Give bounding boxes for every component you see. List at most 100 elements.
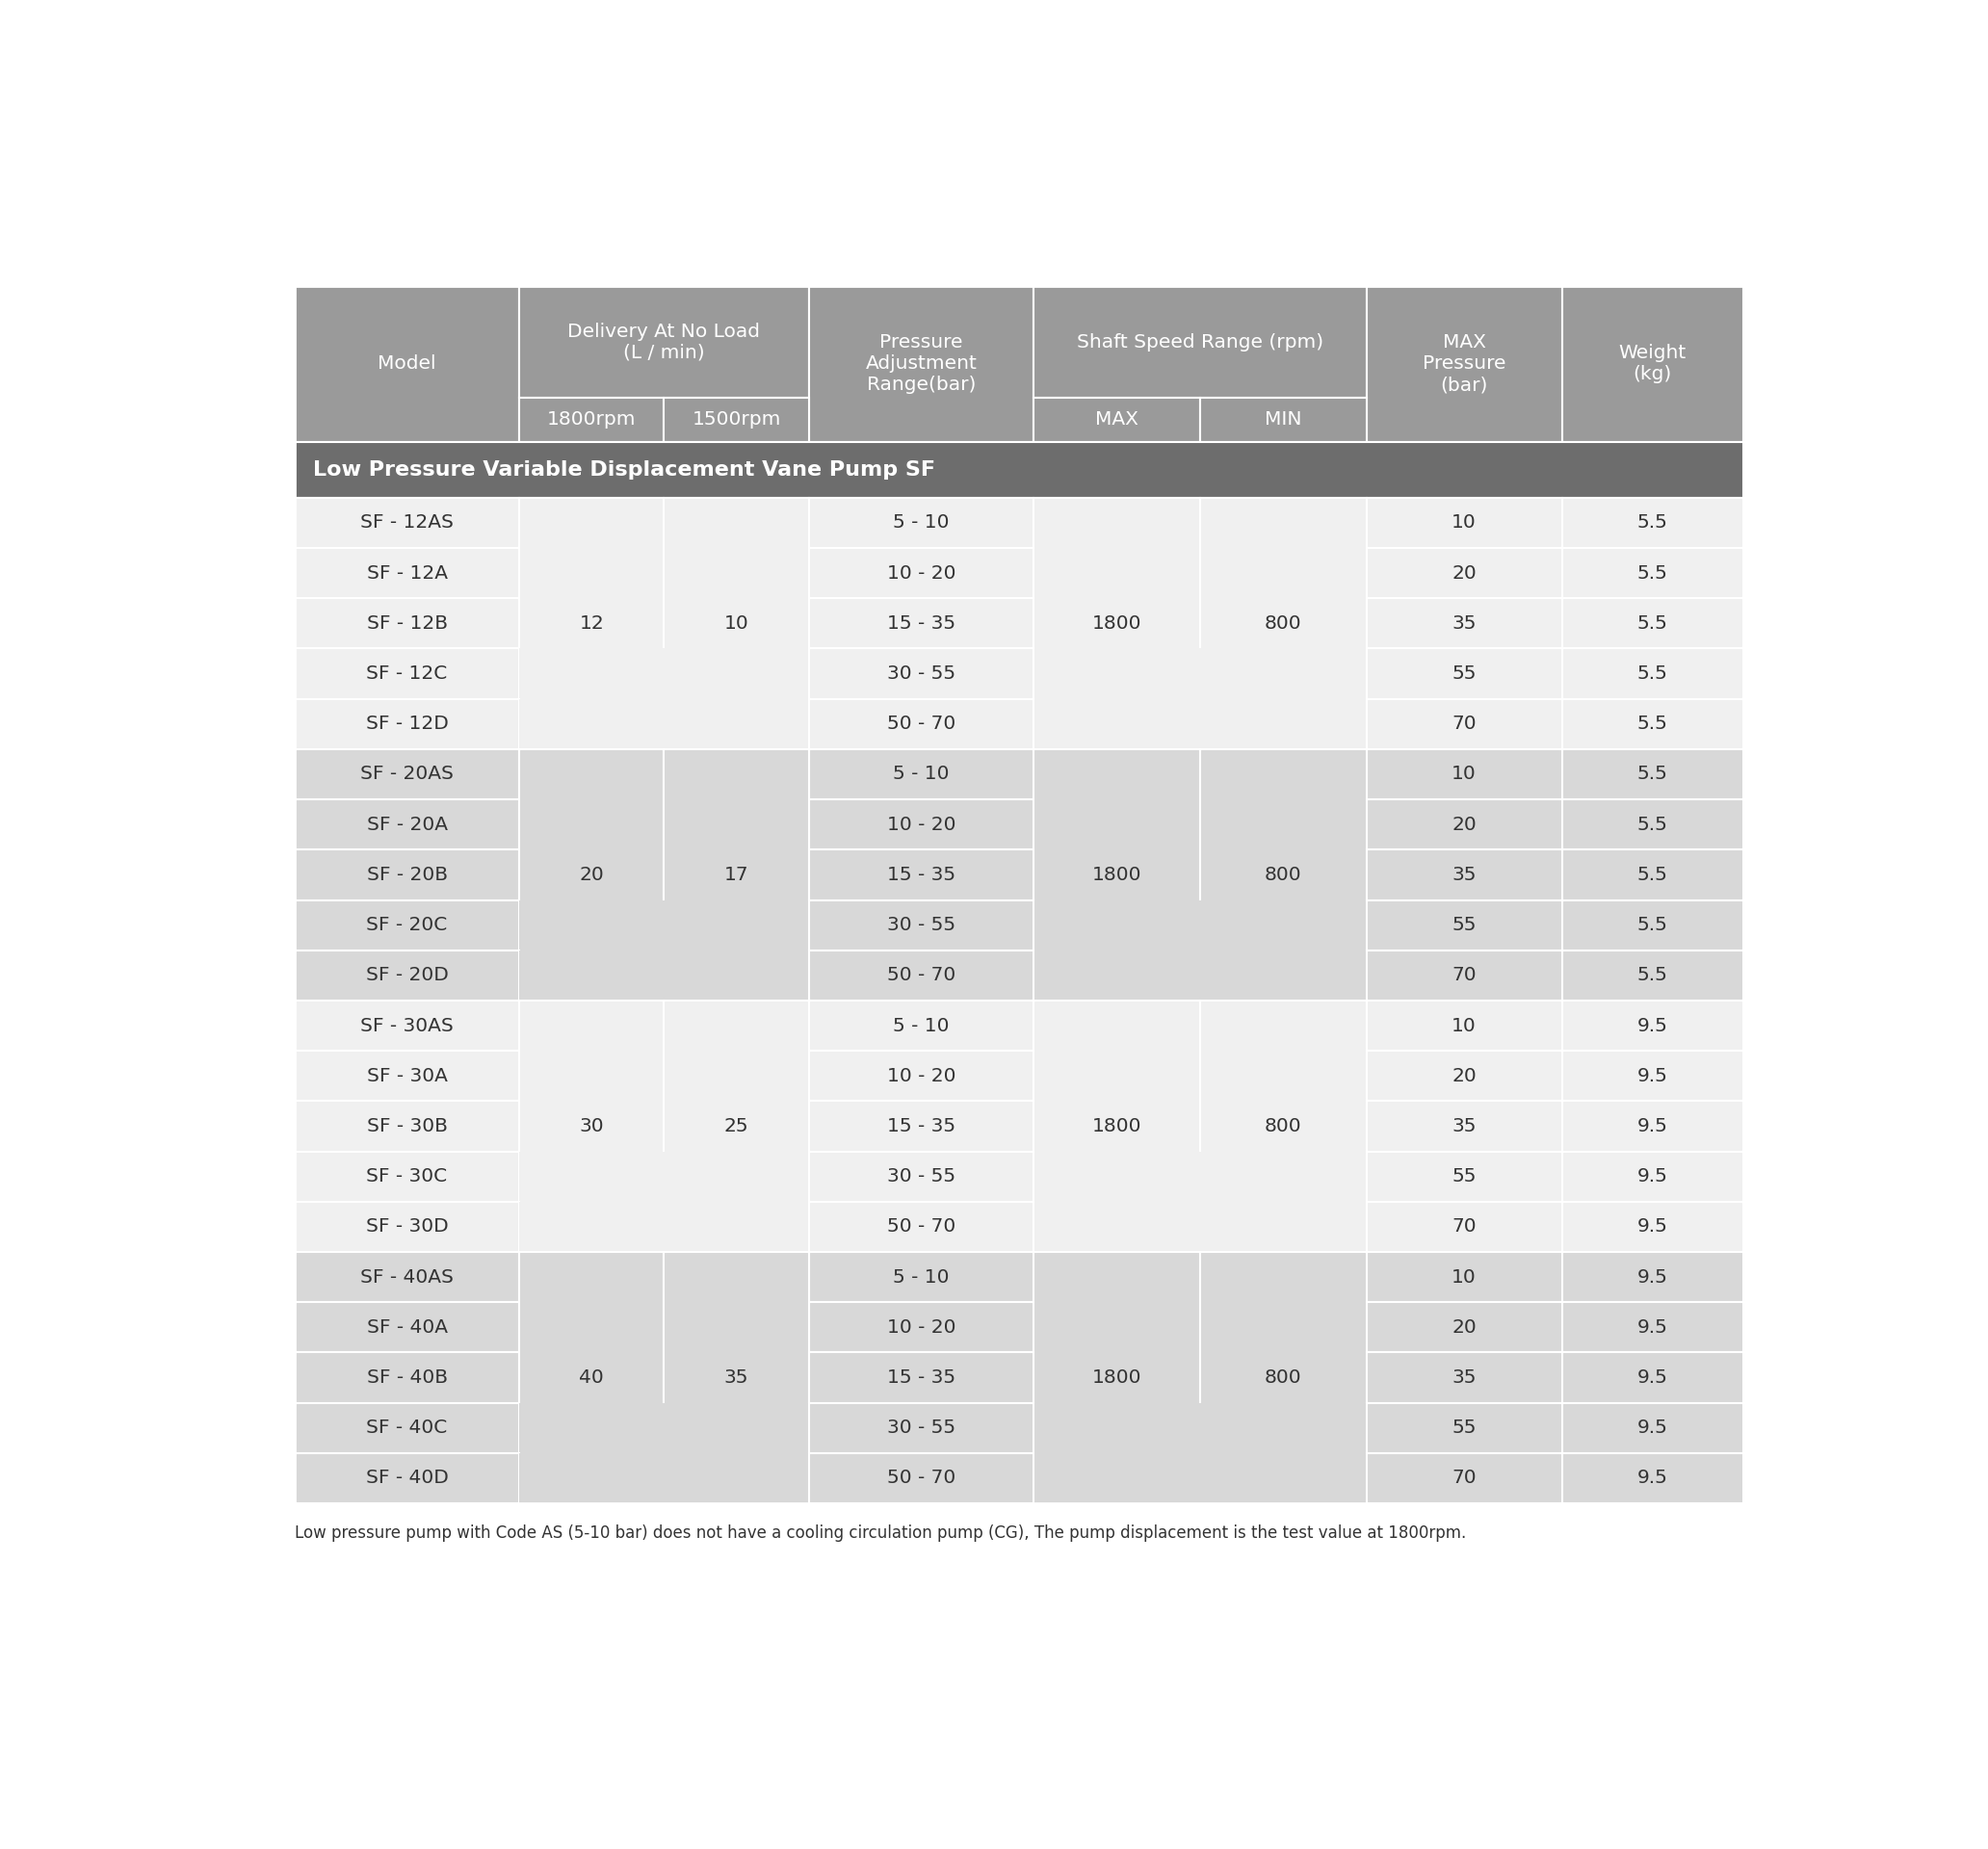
Bar [519,497,664,547]
Text: SF - 30AS: SF - 30AS [360,1017,453,1035]
Text: 800: 800 [1264,865,1302,884]
Bar [1201,1000,1366,1252]
Bar [294,851,519,900]
Text: 5.5: 5.5 [1636,865,1668,884]
Bar [1034,699,1201,749]
Bar [1563,547,1743,599]
Text: 30 - 55: 30 - 55 [887,664,956,682]
Text: MAX
Pressure
(bar): MAX Pressure (bar) [1423,333,1505,394]
Bar [1201,699,1366,749]
Text: 20: 20 [579,865,604,884]
Text: 10 - 20: 10 - 20 [887,564,956,582]
Bar [1034,1000,1201,1050]
Bar [294,1202,519,1252]
Text: 5.5: 5.5 [1636,967,1668,984]
Bar [1201,1000,1366,1050]
Bar [1366,749,1563,799]
Bar [1201,1202,1366,1252]
Text: SF - 20D: SF - 20D [366,967,449,984]
Bar [1201,1252,1366,1302]
Bar [1201,547,1366,599]
Bar [1366,1252,1563,1302]
Bar [1201,1252,1366,1503]
Bar [294,1352,519,1403]
Bar [1034,799,1201,851]
Text: SF - 40B: SF - 40B [366,1368,447,1387]
Bar [664,699,809,749]
Bar [1366,851,1563,900]
Text: 9.5: 9.5 [1636,1418,1668,1437]
Text: 10 - 20: 10 - 20 [887,1318,956,1337]
Bar [1034,749,1201,799]
Bar [1366,1152,1563,1202]
Bar [664,497,809,749]
Bar [664,398,809,442]
Bar [1563,799,1743,851]
Bar [1563,950,1743,1000]
Bar [1366,547,1563,599]
Text: 70: 70 [1451,1218,1477,1235]
Bar [809,851,1034,900]
Bar [1563,1050,1743,1100]
Text: 17: 17 [724,865,749,884]
Bar [1201,1403,1366,1453]
Bar [1034,1403,1201,1453]
Bar [664,950,809,1000]
Bar [664,1202,809,1252]
Text: SF - 30D: SF - 30D [366,1218,447,1235]
Text: 10: 10 [1451,765,1477,784]
Bar [294,1000,519,1050]
Bar [1563,699,1743,749]
Text: 70: 70 [1451,716,1477,734]
Text: Delivery At No Load
(L / min): Delivery At No Load (L / min) [569,322,759,362]
Bar [519,1202,664,1252]
Bar [519,1050,664,1100]
Text: 5 - 10: 5 - 10 [893,1268,948,1287]
Text: MAX: MAX [1095,410,1139,429]
Text: Low pressure pump with Code AS (5-10 bar) does not have a cooling circulation pu: Low pressure pump with Code AS (5-10 bar… [294,1525,1467,1542]
Text: Shaft Speed Range (rpm): Shaft Speed Range (rpm) [1077,333,1324,351]
Bar [1563,1152,1743,1202]
Text: SF - 12D: SF - 12D [366,716,449,734]
Text: SF - 12B: SF - 12B [366,614,447,632]
Text: 9.5: 9.5 [1636,1268,1668,1287]
Bar [1366,1100,1563,1152]
Bar [519,1453,664,1503]
Text: SF - 12C: SF - 12C [366,664,447,682]
Text: 1800rpm: 1800rpm [547,410,636,429]
Text: 1800: 1800 [1091,614,1141,632]
Bar [519,649,664,699]
Bar [809,900,1034,950]
Text: 1800: 1800 [1091,1117,1141,1135]
Bar [519,287,809,398]
Bar [294,442,1743,497]
Bar [1563,1352,1743,1403]
Bar [809,1453,1034,1503]
Bar [519,749,664,799]
Bar [809,547,1034,599]
Text: 30 - 55: 30 - 55 [887,1167,956,1185]
Bar [1201,950,1366,1000]
Bar [664,1152,809,1202]
Bar [1201,799,1366,851]
Bar [1034,547,1201,599]
Text: 9.5: 9.5 [1636,1318,1668,1337]
Bar [1563,851,1743,900]
Bar [1563,287,1743,442]
Bar [664,649,809,699]
Text: 70: 70 [1451,1468,1477,1487]
Bar [1563,1202,1743,1252]
Bar [519,1302,664,1352]
Text: SF - 40AS: SF - 40AS [360,1268,453,1287]
Bar [664,497,809,547]
Text: SF - 40A: SF - 40A [366,1318,447,1337]
Bar [1366,950,1563,1000]
Bar [294,799,519,851]
Text: 15 - 35: 15 - 35 [887,865,956,884]
Text: SF - 20B: SF - 20B [366,865,447,884]
Text: 55: 55 [1451,1167,1477,1185]
Bar [664,1000,809,1252]
Text: 55: 55 [1451,1418,1477,1437]
Bar [519,398,664,442]
Bar [809,1403,1034,1453]
